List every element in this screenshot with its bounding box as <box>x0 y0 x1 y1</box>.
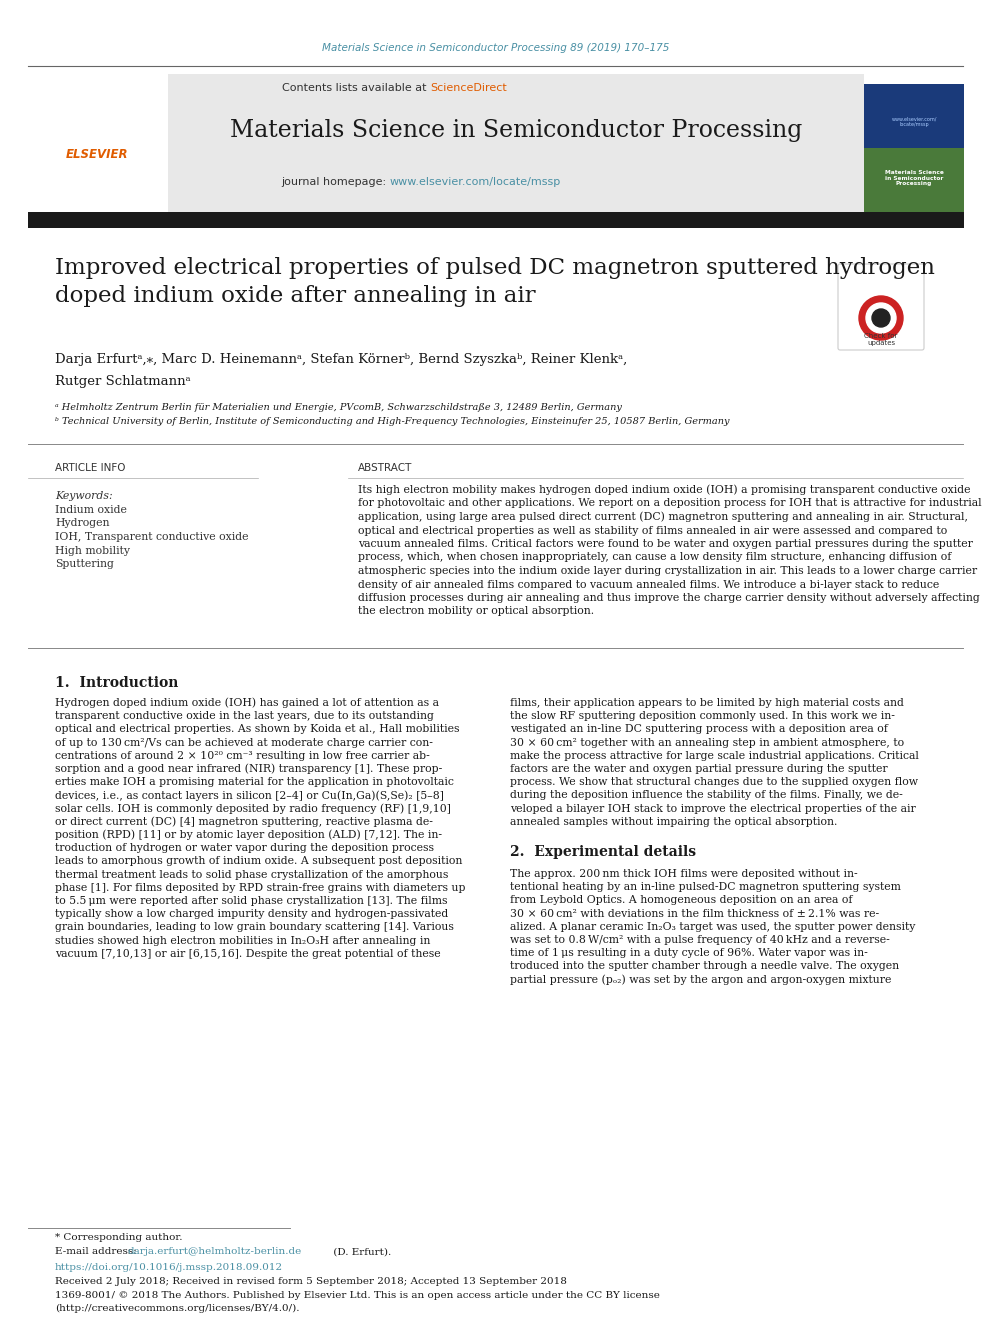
Text: Check for
updates: Check for updates <box>864 333 898 347</box>
Text: veloped a bilayer IOH stack to improve the electrical properties of the air: veloped a bilayer IOH stack to improve t… <box>510 803 916 814</box>
Text: partial pressure (pₒ₂) was set by the argon and argon-oxygen mixture: partial pressure (pₒ₂) was set by the ar… <box>510 974 892 984</box>
Text: the electron mobility or optical absorption.: the electron mobility or optical absorpt… <box>358 606 594 617</box>
Bar <box>168 74 864 212</box>
Text: leads to amorphous growth of indium oxide. A subsequent post deposition: leads to amorphous growth of indium oxid… <box>55 856 462 867</box>
Bar <box>864 83 964 148</box>
Text: troduced into the sputter chamber through a needle valve. The oxygen: troduced into the sputter chamber throug… <box>510 962 899 971</box>
Text: factors are the water and oxygen partial pressure during the sputter: factors are the water and oxygen partial… <box>510 763 888 774</box>
Text: www.elsevier.com/locate/mssp: www.elsevier.com/locate/mssp <box>390 177 561 187</box>
Text: The approx. 200 nm thick IOH films were deposited without in-: The approx. 200 nm thick IOH films were … <box>510 869 858 878</box>
Text: phase [1]. For films deposited by RPD strain-free grains with diameters up: phase [1]. For films deposited by RPD st… <box>55 882 465 893</box>
Text: www.elsevier.com/
locate/mssp: www.elsevier.com/ locate/mssp <box>892 116 936 127</box>
Text: Hydrogen doped indium oxide (IOH) has gained a lot of attention as a: Hydrogen doped indium oxide (IOH) has ga… <box>55 697 439 708</box>
Text: solar cells. IOH is commonly deposited by radio frequency (RF) [1,9,10]: solar cells. IOH is commonly deposited b… <box>55 803 451 814</box>
Text: density of air annealed films compared to vacuum annealed films. We introduce a : density of air annealed films compared t… <box>358 579 939 590</box>
Circle shape <box>872 310 890 327</box>
Text: or direct current (DC) [4] magnetron sputtering, reactive plasma de-: or direct current (DC) [4] magnetron spu… <box>55 816 433 827</box>
Bar <box>28 74 166 212</box>
Text: diffusion processes during air annealing and thus improve the charge carrier den: diffusion processes during air annealing… <box>358 593 980 603</box>
Text: studies showed high electron mobilities in In₂O₃H after annealing in: studies showed high electron mobilities … <box>55 935 431 946</box>
Text: Darja Erfurtᵃ,⁎, Marc D. Heinemannᵃ, Stefan Körnerᵇ, Bernd Szyszkaᵇ, Reiner Klen: Darja Erfurtᵃ,⁎, Marc D. Heinemannᵃ, Ste… <box>55 353 627 366</box>
Text: from Leybold Optics. A homogeneous deposition on an area of: from Leybold Optics. A homogeneous depos… <box>510 896 852 905</box>
Text: darja.erfurt@helmholtz-berlin.de: darja.erfurt@helmholtz-berlin.de <box>128 1248 303 1257</box>
Text: Hydrogen: Hydrogen <box>55 519 109 528</box>
Text: grain boundaries, leading to low grain boundary scattering [14]. Various: grain boundaries, leading to low grain b… <box>55 922 454 933</box>
Text: atmospheric species into the indium oxide layer during crystallization in air. T: atmospheric species into the indium oxid… <box>358 566 977 576</box>
Text: films, their application appears to be limited by high material costs and: films, their application appears to be l… <box>510 699 904 708</box>
Text: ScienceDirect: ScienceDirect <box>430 83 507 93</box>
Text: for photovoltaic and other applications. We report on a deposition process for I: for photovoltaic and other applications.… <box>358 499 982 508</box>
Text: to 5.5 μm were reported after solid phase crystallization [13]. The films: to 5.5 μm were reported after solid phas… <box>55 896 447 906</box>
Text: tentional heating by an in-line pulsed-DC magnetron sputtering system: tentional heating by an in-line pulsed-D… <box>510 882 901 892</box>
Text: during the deposition influence the stability of the films. Finally, we de-: during the deposition influence the stab… <box>510 790 903 800</box>
Text: Materials Science in Semiconductor Processing 89 (2019) 170–175: Materials Science in Semiconductor Proce… <box>322 44 670 53</box>
Text: Improved electrical properties of pulsed DC magnetron sputtered hydrogen: Improved electrical properties of pulsed… <box>55 257 934 279</box>
Text: was set to 0.8 W/cm² with a pulse frequency of 40 kHz and a reverse-: was set to 0.8 W/cm² with a pulse freque… <box>510 935 890 945</box>
Text: 30 × 60 cm² with deviations in the film thickness of ± 2.1% was re-: 30 × 60 cm² with deviations in the film … <box>510 909 879 918</box>
Text: ARTICLE INFO: ARTICLE INFO <box>55 463 126 474</box>
FancyBboxPatch shape <box>838 265 924 351</box>
Text: position (RPD) [11] or by atomic layer deposition (ALD) [7,12]. The in-: position (RPD) [11] or by atomic layer d… <box>55 830 442 840</box>
Text: IOH, Transparent conductive oxide: IOH, Transparent conductive oxide <box>55 532 249 542</box>
Text: 1369-8001/ © 2018 The Authors. Published by Elsevier Ltd. This is an open access: 1369-8001/ © 2018 The Authors. Published… <box>55 1290 660 1299</box>
Bar <box>864 132 964 212</box>
Text: ELSEVIER: ELSEVIER <box>65 148 128 161</box>
Text: 1.  Introduction: 1. Introduction <box>55 676 179 691</box>
Text: Sputtering: Sputtering <box>55 560 114 569</box>
Text: Contents lists available at: Contents lists available at <box>282 83 430 93</box>
Text: Keywords:: Keywords: <box>55 491 113 501</box>
Text: 30 × 60 cm² together with an annealing step in ambient atmosphere, to: 30 × 60 cm² together with an annealing s… <box>510 738 904 747</box>
Text: alized. A planar ceramic In₂O₃ target was used, the sputter power density: alized. A planar ceramic In₂O₃ target wa… <box>510 922 916 931</box>
Text: ᵇ Technical University of Berlin, Institute of Semiconducting and High-Frequency: ᵇ Technical University of Berlin, Instit… <box>55 418 729 426</box>
Text: of up to 130 cm²/Vs can be achieved at moderate charge carrier con-: of up to 130 cm²/Vs can be achieved at m… <box>55 738 433 747</box>
Text: * Corresponding author.: * Corresponding author. <box>55 1233 183 1242</box>
Text: time of 1 μs resulting in a duty cycle of 96%. Water vapor was in-: time of 1 μs resulting in a duty cycle o… <box>510 949 868 958</box>
Text: https://doi.org/10.1016/j.mssp.2018.09.012: https://doi.org/10.1016/j.mssp.2018.09.0… <box>55 1262 283 1271</box>
Circle shape <box>866 303 896 333</box>
Text: optical and electrical properties. As shown by Koida et al., Hall mobilities: optical and electrical properties. As sh… <box>55 725 459 734</box>
Text: thermal treatment leads to solid phase crystallization of the amorphous: thermal treatment leads to solid phase c… <box>55 869 448 880</box>
Text: optical and electrical properties as well as stability of films annealed in air : optical and electrical properties as wel… <box>358 525 947 536</box>
Text: application, using large area pulsed direct current (DC) magnetron sputtering an: application, using large area pulsed dir… <box>358 512 968 523</box>
Text: vacuum [7,10,13] or air [6,15,16]. Despite the great potential of these: vacuum [7,10,13] or air [6,15,16]. Despi… <box>55 949 440 959</box>
Text: transparent conductive oxide in the last years, due to its outstanding: transparent conductive oxide in the last… <box>55 712 434 721</box>
Text: Its high electron mobility makes hydrogen doped indium oxide (IOH) a promising t: Its high electron mobility makes hydroge… <box>358 484 970 495</box>
Text: Materials Science
in Semiconductor
Processing: Materials Science in Semiconductor Proce… <box>885 169 943 187</box>
Text: vacuum annealed films. Critical factors were found to be water and oxygen partia: vacuum annealed films. Critical factors … <box>358 538 973 549</box>
Text: Indium oxide: Indium oxide <box>55 505 127 515</box>
Text: sorption and a good near infrared (NIR) transparency [1]. These prop-: sorption and a good near infrared (NIR) … <box>55 763 442 774</box>
Text: Materials Science in Semiconductor Processing: Materials Science in Semiconductor Proce… <box>230 119 803 142</box>
Text: doped indium oxide after annealing in air: doped indium oxide after annealing in ai… <box>55 284 536 307</box>
Text: devices, i.e., as contact layers in silicon [2–4] or Cu(In,Ga)(S,Se)₂ [5–8]: devices, i.e., as contact layers in sili… <box>55 790 443 800</box>
Text: the slow RF sputtering deposition commonly used. In this work we in-: the slow RF sputtering deposition common… <box>510 712 895 721</box>
Circle shape <box>859 296 903 340</box>
Text: troduction of hydrogen or water vapor during the deposition process: troduction of hydrogen or water vapor du… <box>55 843 434 853</box>
Text: process. We show that structural changes due to the supplied oxygen flow: process. We show that structural changes… <box>510 777 918 787</box>
Text: E-mail address:: E-mail address: <box>55 1248 140 1257</box>
Bar <box>28 212 964 228</box>
Text: journal homepage:: journal homepage: <box>282 177 390 187</box>
Text: ABSTRACT: ABSTRACT <box>358 463 413 474</box>
Text: (D. Erfurt).: (D. Erfurt). <box>330 1248 391 1257</box>
Text: make the process attractive for large scale industrial applications. Critical: make the process attractive for large sc… <box>510 750 919 761</box>
Text: centrations of around 2 × 10²⁰ cm⁻³ resulting in low free carrier ab-: centrations of around 2 × 10²⁰ cm⁻³ resu… <box>55 750 430 761</box>
Text: (http://creativecommons.org/licenses/BY/4.0/).: (http://creativecommons.org/licenses/BY/… <box>55 1303 300 1312</box>
Text: vestigated an in-line DC sputtering process with a deposition area of: vestigated an in-line DC sputtering proc… <box>510 725 888 734</box>
Text: Received 2 July 2018; Received in revised form 5 September 2018; Accepted 13 Sep: Received 2 July 2018; Received in revise… <box>55 1277 566 1286</box>
Text: erties make IOH a promising material for the application in photovoltaic: erties make IOH a promising material for… <box>55 777 454 787</box>
Text: High mobility: High mobility <box>55 545 130 556</box>
Text: ᵃ Helmholtz Zentrum Berlin für Materialien und Energie, PVcomB, Schwarzschildstr: ᵃ Helmholtz Zentrum Berlin für Materiali… <box>55 404 622 413</box>
Text: annealed samples without impairing the optical absorption.: annealed samples without impairing the o… <box>510 816 837 827</box>
Text: 2.  Experimental details: 2. Experimental details <box>510 845 696 859</box>
Text: Rutger Schlatmannᵃ: Rutger Schlatmannᵃ <box>55 376 190 389</box>
Text: typically show a low charged impurity density and hydrogen-passivated: typically show a low charged impurity de… <box>55 909 448 919</box>
Text: process, which, when chosen inappropriately, can cause a low density film struct: process, which, when chosen inappropriat… <box>358 553 951 562</box>
